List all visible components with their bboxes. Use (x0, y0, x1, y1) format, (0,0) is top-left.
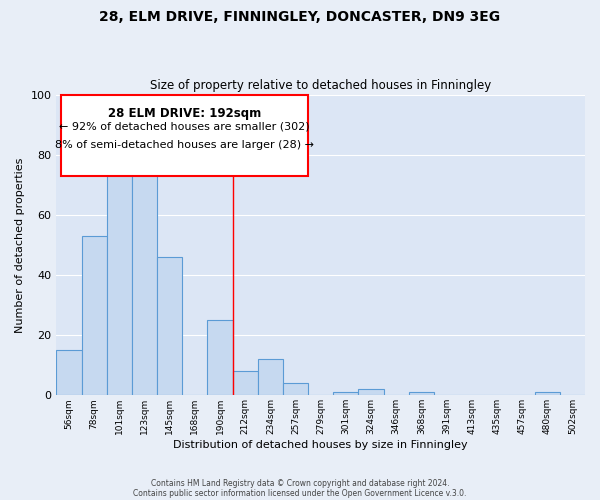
Text: 28, ELM DRIVE, FINNINGLEY, DONCASTER, DN9 3EG: 28, ELM DRIVE, FINNINGLEY, DONCASTER, DN… (100, 10, 500, 24)
Bar (333, 392, 358, 396)
Y-axis label: Number of detached properties: Number of detached properties (15, 157, 25, 332)
X-axis label: Distribution of detached houses by size in Finningley: Distribution of detached houses by size … (173, 440, 468, 450)
Bar (233, 371, 258, 396)
Bar (56, 350, 82, 396)
Bar (132, 142, 157, 396)
Bar (107, 152, 132, 396)
Text: Contains public sector information licensed under the Open Government Licence v.: Contains public sector information licen… (133, 488, 467, 498)
Text: ← 92% of detached houses are smaller (302): ← 92% of detached houses are smaller (30… (59, 122, 310, 132)
Text: 8% of semi-detached houses are larger (28) →: 8% of semi-detached houses are larger (2… (55, 140, 314, 149)
Title: Size of property relative to detached houses in Finningley: Size of property relative to detached ho… (150, 79, 491, 92)
Bar (208, 320, 233, 396)
Bar (409, 392, 434, 396)
Bar (358, 390, 383, 396)
Bar (258, 359, 283, 396)
Text: 28 ELM DRIVE: 192sqm: 28 ELM DRIVE: 192sqm (108, 106, 262, 120)
Bar (61, 94, 308, 176)
Bar (535, 392, 560, 396)
Bar (157, 257, 182, 396)
Bar (283, 384, 308, 396)
Text: Contains HM Land Registry data © Crown copyright and database right 2024.: Contains HM Land Registry data © Crown c… (151, 478, 449, 488)
Bar (82, 236, 107, 396)
